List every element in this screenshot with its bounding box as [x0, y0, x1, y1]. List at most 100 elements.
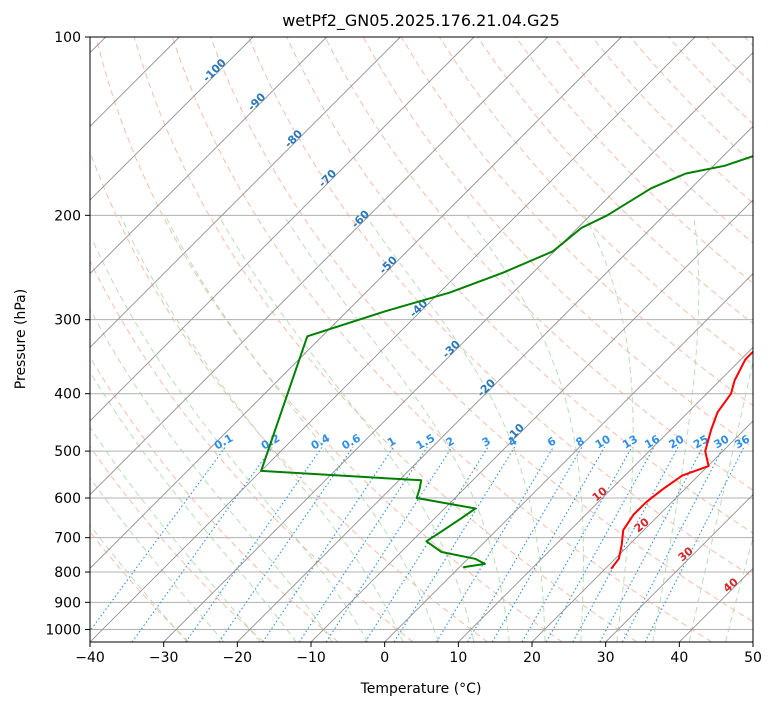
- y-axis-label: Pressure (hPa): [13, 289, 29, 389]
- x-tick-label: 40: [670, 650, 688, 666]
- mixing-ratio-line: [621, 446, 724, 642]
- dry-adiabat-line: [515, 37, 753, 284]
- moist-adiabat-label: 20: [632, 515, 652, 535]
- dry-adiabat-line: [210, 37, 753, 623]
- moist-adiabat-label: 10: [590, 484, 610, 504]
- y-tick-label: 200: [54, 208, 81, 224]
- mixing-ratio-label: 0.4: [309, 431, 333, 452]
- isotherm-label: -30: [440, 338, 463, 361]
- dry-adiabat-line: [133, 37, 638, 642]
- isotherm-line: [237, 125, 753, 642]
- mixing-ratio-line: [599, 446, 704, 642]
- x-tick-label: 20: [523, 650, 541, 666]
- isotherm-label: -100: [200, 56, 229, 85]
- x-tick-label: −10: [296, 650, 326, 666]
- plot-area: 0.1 0.2 0.4 0.6 1 1.5 2 3 4 6 8 10 13 16 20 25 30 36-100-…: [90, 37, 775, 642]
- y-tick-label: 400: [54, 387, 81, 403]
- x-tick-label: −40: [75, 650, 105, 666]
- isotherm-line: [90, 37, 696, 642]
- mixing-ratio-label: 16: [642, 432, 662, 451]
- isotherm-line: [679, 567, 753, 642]
- x-tick-label: −20: [223, 650, 253, 666]
- mixing-ratio-line: [90, 446, 226, 632]
- moist-adiabat-line: [218, 215, 475, 642]
- y-tick-label: 700: [54, 531, 81, 547]
- isotherm-line: [605, 494, 753, 642]
- dry-adiabat-line: [171, 37, 712, 642]
- isotherm-line: [90, 37, 475, 422]
- mixing-ratio-label: 0.1: [212, 431, 235, 452]
- x-tick-label: 50: [744, 650, 762, 666]
- mixing-ratio-line: [393, 446, 516, 642]
- mixing-ratio-label: 36: [732, 432, 752, 451]
- mixing-ratio-label: 3: [480, 434, 493, 449]
- dry-adiabats: [90, 37, 753, 642]
- moist-adiabat-line: [90, 426, 261, 642]
- mixing-ratio-line: [185, 446, 323, 642]
- series-line-green: [260, 155, 753, 569]
- grid-lines: [90, 37, 753, 630]
- isotherm-line: [90, 37, 622, 569]
- mixing-ratio-line: [644, 446, 745, 642]
- dry-adiabat-line: [286, 37, 753, 534]
- y-tick-label: 800: [54, 565, 81, 581]
- isotherm-line: [163, 52, 753, 642]
- y-tick-label: 900: [54, 595, 81, 611]
- mixing-ratio-lines: [90, 446, 745, 642]
- moist-adiabat-line: [762, 215, 775, 642]
- mixing-ratio-line: [218, 446, 354, 642]
- y-tick-label: 100: [54, 30, 81, 46]
- isotherm-line: [90, 37, 401, 348]
- plot-frame: [89, 36, 754, 643]
- y-tick-label: 300: [54, 313, 81, 329]
- mixing-ratio-label: 20: [667, 432, 687, 451]
- mixing-ratio-label: 13: [620, 433, 640, 452]
- mixing-ratio-line: [364, 446, 489, 642]
- x-axis: −40 −30 −20 −10 0 10 20 30 40 50: [75, 642, 762, 666]
- isotherm-line: [752, 641, 753, 642]
- x-tick-label: 0: [380, 650, 389, 666]
- moist-adiabat-line: [583, 215, 634, 642]
- isotherm-line: [531, 420, 753, 642]
- mixing-ratio-line: [131, 446, 273, 642]
- mixing-ratio-label: 1.5: [414, 431, 437, 452]
- mixing-ratio-line: [491, 446, 606, 642]
- isotherm-line: [458, 346, 753, 642]
- isotherm-label: -50: [377, 253, 400, 276]
- dry-adiabat-line: [90, 445, 264, 642]
- x-axis-label: Temperature (°C): [360, 681, 482, 697]
- moist-adiabat-line: [283, 215, 510, 642]
- moist-adiabat-line: [90, 370, 297, 642]
- dry-adiabat-line: [90, 259, 414, 642]
- mixing-ratio-line: [521, 446, 633, 642]
- data-series: [260, 155, 753, 570]
- x-tick-label: 30: [597, 650, 615, 666]
- dry-adiabat-line: [438, 37, 753, 366]
- moist-adiabat-line: [120, 215, 404, 642]
- dry-adiabat-line: [553, 37, 753, 244]
- y-tick-label: 1000: [45, 622, 81, 638]
- chart-title: wetPf2_GN05.2025.176.21.04.G25: [282, 11, 560, 31]
- line-labels: 0.1 0.2 0.4 0.6 1 1.5 2 3 4 6 8 10 13 16 20 25 30 36-100-…: [200, 56, 752, 595]
- dry-adiabat-line: [90, 150, 488, 642]
- y-tick-label: 600: [54, 491, 81, 507]
- mixing-ratio-line: [572, 446, 679, 642]
- isotherm-line: [310, 199, 753, 642]
- dry-adiabat-line: [324, 37, 753, 491]
- moist-adiabat-line: [90, 476, 225, 642]
- mixing-ratio-label: 30: [712, 432, 732, 451]
- y-tick-label: 500: [54, 444, 81, 460]
- mixing-ratio-label: 6: [545, 434, 558, 449]
- moist-adiabat-label: 30: [676, 544, 696, 564]
- moist-adiabat-line: [90, 524, 188, 642]
- skewed-isotherms: [90, 37, 753, 642]
- x-tick-label: 10: [449, 650, 467, 666]
- moist-adiabat-line: [164, 215, 439, 642]
- isotherm-line: [90, 37, 548, 496]
- mixing-ratio-label: 10: [593, 432, 613, 451]
- y-axis: 100 200 300 400 500 600 700 800 900 1000: [45, 30, 90, 638]
- mixing-ratio-label: 1: [385, 434, 398, 449]
- moist-adiabats: [90, 215, 775, 642]
- mixing-ratio-line: [435, 446, 554, 642]
